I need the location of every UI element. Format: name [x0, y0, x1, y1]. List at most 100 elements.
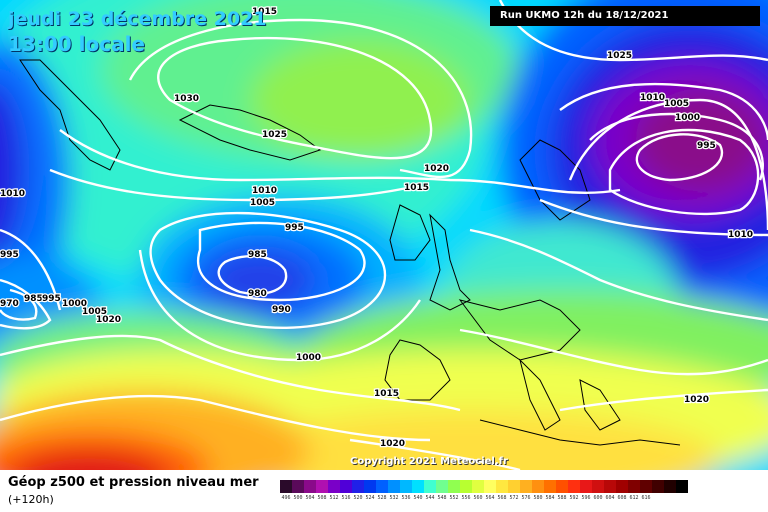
legend-color	[532, 480, 544, 493]
isobar-label: 1010	[640, 93, 665, 103]
legend-value: 588	[557, 495, 567, 501]
legend-swatch: 604	[604, 480, 616, 501]
legend-color	[676, 480, 688, 493]
legend-value: 532	[389, 495, 399, 501]
legend-value: 500	[293, 495, 303, 501]
legend-value: 504	[305, 495, 315, 501]
isobar-label: 995	[697, 141, 716, 151]
isobar-label: 995	[42, 294, 61, 304]
legend-swatch	[676, 480, 688, 501]
legend-color	[520, 480, 532, 493]
legend-value: 556	[461, 495, 471, 501]
isobar-label: 1015	[374, 389, 399, 399]
legend-color	[436, 480, 448, 493]
legend-value: 548	[437, 495, 447, 501]
map-caption: Géop z500 et pression niveau mer	[8, 475, 259, 490]
legend-color	[460, 480, 472, 493]
legend-swatch: 496	[280, 480, 292, 501]
legend-swatch: 548	[436, 480, 448, 501]
isobar-label: 1030	[174, 94, 199, 104]
coastlines	[19, 59, 681, 446]
isobar-label: 980	[248, 289, 267, 299]
legend-swatch: 540	[412, 480, 424, 501]
isobar-label: 1000	[62, 299, 87, 309]
legend-color	[412, 480, 424, 493]
legend-swatch: 576	[520, 480, 532, 501]
isobar-label: 1010	[0, 189, 25, 199]
legend-swatch: 580	[532, 480, 544, 501]
legend-swatch: 612	[628, 480, 640, 501]
legend-swatch: 568	[496, 480, 508, 501]
isobar-label: 1025	[262, 130, 287, 140]
legend-color	[664, 480, 676, 493]
legend-value: 536	[401, 495, 411, 501]
isobar-label: 1000	[296, 353, 321, 363]
isobar-label: 1005	[250, 198, 275, 208]
isobar-label: 970	[0, 299, 19, 309]
legend-color	[544, 480, 556, 493]
legend-value: 608	[617, 495, 627, 501]
legend-value: 576	[521, 495, 531, 501]
isobars	[0, 0, 768, 470]
legend-color	[628, 480, 640, 493]
legend-value: 584	[545, 495, 555, 501]
isobar-label: 1020	[380, 439, 405, 449]
legend-value: 520	[353, 495, 363, 501]
legend-swatch: 592	[568, 480, 580, 501]
legend-swatch: 516	[340, 480, 352, 501]
legend-swatch: 600	[592, 480, 604, 501]
legend-value: 528	[377, 495, 387, 501]
legend-color	[616, 480, 628, 493]
legend-swatch: 504	[304, 480, 316, 501]
isobar-labels: 1015 1030 1025 1020 1015 1010 1005 995 9…	[0, 6, 754, 451]
legend-color	[424, 480, 436, 493]
legend-color	[364, 480, 376, 493]
legend-swatch	[664, 480, 676, 501]
legend-value: 516	[341, 495, 351, 501]
legend-swatch: 528	[376, 480, 388, 501]
legend-value: 524	[365, 495, 375, 501]
legend-value: 512	[329, 495, 339, 501]
legend-color	[568, 480, 580, 493]
isobar-label: 985	[24, 294, 43, 304]
legend-swatch: 512	[328, 480, 340, 501]
geopotential-field: 1015 1030 1025 1020 1015 1010 1005 995 9…	[0, 0, 768, 470]
forecast-lead-time: (+120h)	[8, 493, 54, 506]
legend-value: 580	[533, 495, 543, 501]
legend-swatch: 608	[616, 480, 628, 501]
legend-value: 592	[569, 495, 579, 501]
legend-swatch	[652, 480, 664, 501]
legend-value: 572	[509, 495, 519, 501]
isobar-label: 1010	[728, 230, 753, 240]
legend-value: 544	[425, 495, 435, 501]
legend-color	[496, 480, 508, 493]
isobar-label: 1015	[404, 183, 429, 193]
legend-color	[508, 480, 520, 493]
legend-value: 600	[593, 495, 603, 501]
isobar-label: 1025	[607, 51, 632, 61]
legend-value: 508	[317, 495, 327, 501]
isobar-label: 1005	[664, 99, 689, 109]
legend-value: 540	[413, 495, 423, 501]
legend-color	[484, 480, 496, 493]
legend-swatch: 524	[364, 480, 376, 501]
legend-swatch: 572	[508, 480, 520, 501]
legend-swatch: 556	[460, 480, 472, 501]
legend-value: 568	[497, 495, 507, 501]
legend-swatch: 616	[640, 480, 652, 501]
legend-color	[592, 480, 604, 493]
legend-value: 560	[473, 495, 483, 501]
legend-color	[328, 480, 340, 493]
color-scale-legend: 496 500 504 508 512 516 520 524 528 532 536 540 544 5…	[280, 480, 688, 501]
weather-map: 1015 1030 1025 1020 1015 1010 1005 995 9…	[0, 0, 768, 470]
legend-swatch: 520	[352, 480, 364, 501]
legend-swatch: 560	[472, 480, 484, 501]
isobar-label: 1005	[82, 307, 107, 317]
legend-swatch: 532	[388, 480, 400, 501]
legend-swatch: 544	[424, 480, 436, 501]
legend-color	[604, 480, 616, 493]
legend-swatch: 536	[400, 480, 412, 501]
legend-color	[640, 480, 652, 493]
legend-color	[652, 480, 664, 493]
isobar-label: 1000	[675, 113, 700, 123]
